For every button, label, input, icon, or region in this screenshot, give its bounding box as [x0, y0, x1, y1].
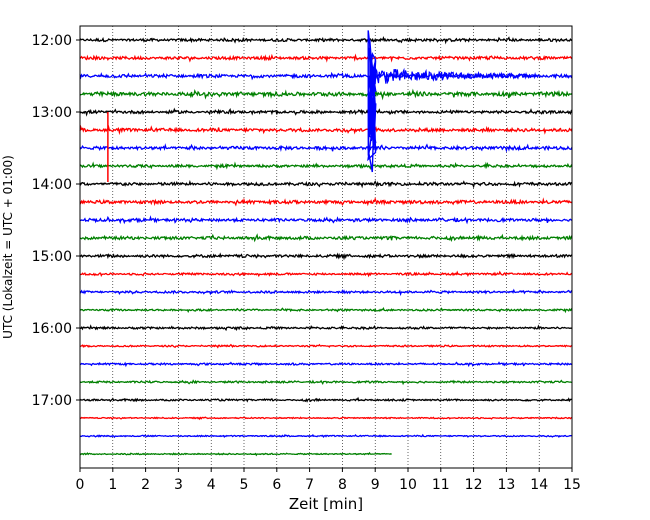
x-tick-label: 4 [207, 477, 216, 493]
x-tick-label: 6 [272, 477, 281, 493]
x-tick-label: 5 [240, 477, 249, 493]
y-tick-label: 12:00 [32, 33, 72, 49]
x-tick-label: 7 [305, 477, 314, 493]
y-tick-label: 17:00 [32, 393, 72, 409]
x-tick-label: 3 [174, 477, 183, 493]
x-axis-label: Zeit [min] [289, 495, 363, 513]
x-tick-label: 2 [141, 477, 150, 493]
y-tick-label: 14:00 [32, 177, 72, 193]
y-tick-label: 13:00 [32, 105, 72, 121]
x-tick-label: 12 [465, 477, 483, 493]
x-tick-label: 9 [371, 477, 380, 493]
y-tick-label: 16:00 [32, 321, 72, 337]
x-tick-label: 11 [432, 477, 450, 493]
x-tick-label: 0 [76, 477, 85, 493]
x-tick-label: 8 [338, 477, 347, 493]
y-axis-label: UTC (Lokalzeit = UTC + 01:00) [1, 155, 15, 339]
y-tick-label: 15:00 [32, 249, 72, 265]
x-tick-label: 1 [108, 477, 117, 493]
x-tick-label: 10 [399, 477, 417, 493]
x-tick-label: 13 [497, 477, 515, 493]
x-tick-label: 15 [563, 477, 581, 493]
x-tick-label: 14 [530, 477, 548, 493]
